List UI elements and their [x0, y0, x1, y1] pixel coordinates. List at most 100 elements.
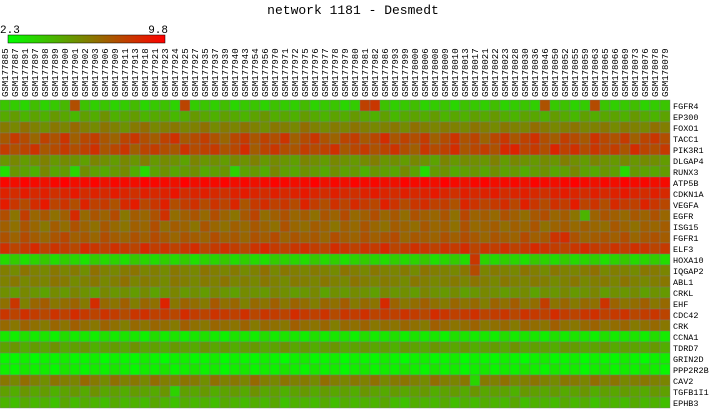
heatmap-cell: [339, 352, 351, 365]
heatmap-cell: [659, 297, 671, 310]
heatmap-cell: [639, 363, 651, 376]
heatmap-cell: [539, 275, 551, 288]
heatmap-cell: [369, 110, 381, 123]
heatmap-cell: [609, 319, 621, 332]
heatmap-cell: [129, 198, 141, 211]
heatmap-cell: [589, 176, 601, 189]
heatmap-cell: [449, 110, 461, 123]
heatmap-cell: [369, 363, 381, 376]
heatmap-cell: [199, 121, 211, 134]
heatmap-cell: [479, 165, 491, 178]
heatmap-cell: [279, 154, 291, 167]
heatmap-cell: [139, 121, 151, 134]
heatmap-cell: [599, 220, 611, 233]
heatmap-cell: [109, 341, 121, 354]
heatmap-cell: [399, 286, 411, 299]
heatmap-cell: [369, 253, 381, 266]
heatmap-cell: [549, 374, 561, 387]
heatmap-cell: [639, 275, 651, 288]
heatmap-cell: [119, 231, 131, 244]
heatmap-cell: [629, 176, 641, 189]
heatmap-cell: [399, 396, 411, 409]
heatmap-cell: [189, 275, 201, 288]
heatmap-cell: [319, 242, 331, 255]
heatmap-cell: [109, 132, 121, 145]
heatmap-cell: [619, 330, 631, 343]
heatmap-cell: [389, 220, 401, 233]
heatmap-cell: [429, 99, 441, 112]
heatmap-cell: [609, 330, 621, 343]
heatmap-cell: [499, 330, 511, 343]
heatmap-cell: [519, 198, 531, 211]
heatmap-cell: [649, 121, 661, 134]
heatmap-cell: [389, 110, 401, 123]
heatmap-cell: [99, 286, 111, 299]
heatmap-cell: [89, 363, 101, 376]
heatmap-cell: [619, 341, 631, 354]
heatmap-cell: [139, 209, 151, 222]
heatmap-cell: [579, 99, 591, 112]
heatmap-cell: [39, 176, 51, 189]
heatmap-cell: [129, 132, 141, 145]
heatmap-cell: [639, 396, 651, 409]
heatmap-cell: [469, 363, 481, 376]
heatmap-cell: [289, 176, 301, 189]
heatmap-cell: [329, 275, 341, 288]
column-label: GSM177979: [341, 48, 351, 97]
heatmap-cell: [499, 242, 511, 255]
heatmap-cell: [619, 187, 631, 200]
heatmap-cell: [129, 99, 141, 112]
heatmap-cell: [99, 352, 111, 365]
heatmap-cell: [599, 363, 611, 376]
heatmap-cell: [419, 286, 431, 299]
heatmap-cell: [509, 220, 521, 233]
heatmap-cell: [489, 143, 501, 156]
heatmap-cell: [319, 143, 331, 156]
heatmap-cell: [559, 385, 571, 398]
heatmap-cell: [519, 121, 531, 134]
heatmap-cell: [149, 374, 161, 387]
heatmap-cell: [189, 319, 201, 332]
heatmap-cell: [459, 352, 471, 365]
heatmap-cell: [0, 132, 11, 145]
heatmap-cell: [599, 308, 611, 321]
column-label: GSM178028: [511, 48, 521, 97]
heatmap-cell: [9, 275, 21, 288]
heatmap-cell: [599, 209, 611, 222]
heatmap-cell: [309, 385, 321, 398]
heatmap-cell: [589, 143, 601, 156]
heatmap-cell: [199, 132, 211, 145]
heatmap-cell: [0, 297, 11, 310]
heatmap-cell: [649, 396, 661, 409]
heatmap-cell: [529, 176, 541, 189]
heatmap-cell: [649, 176, 661, 189]
heatmap-cell: [549, 220, 561, 233]
heatmap-cell: [209, 176, 221, 189]
heatmap-cell: [349, 308, 361, 321]
heatmap-cell: [269, 110, 281, 123]
heatmap-cell: [569, 330, 581, 343]
heatmap-cell: [229, 341, 241, 354]
heatmap-cell: [659, 341, 671, 354]
heatmap-cell: [49, 275, 61, 288]
heatmap-cell: [429, 176, 441, 189]
heatmap-cell: [369, 286, 381, 299]
heatmap-cell: [419, 253, 431, 266]
heatmap-cell: [409, 330, 421, 343]
heatmap-cell: [149, 352, 161, 365]
heatmap-cell: [129, 352, 141, 365]
heatmap-cell: [209, 341, 221, 354]
heatmap-cell: [239, 396, 251, 409]
heatmap-cell: [179, 121, 191, 134]
heatmap-cell: [0, 275, 11, 288]
heatmap-cell: [539, 220, 551, 233]
heatmap-cell: [9, 231, 21, 244]
heatmap-cell: [429, 341, 441, 354]
heatmap-cell: [639, 209, 651, 222]
heatmap-cell: [519, 110, 531, 123]
heatmap-cell: [59, 99, 71, 112]
heatmap-cell: [539, 264, 551, 277]
heatmap-cell: [499, 187, 511, 200]
heatmap-cell: [419, 176, 431, 189]
heatmap-cell: [79, 220, 91, 233]
